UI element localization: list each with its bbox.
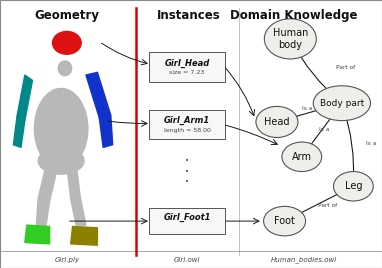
- Ellipse shape: [333, 172, 373, 201]
- Text: length = 58.00: length = 58.00: [164, 128, 210, 133]
- Polygon shape: [25, 225, 50, 244]
- Text: •: •: [185, 179, 189, 185]
- Text: Girl_Arm1: Girl_Arm1: [164, 116, 210, 125]
- Text: Instances: Instances: [157, 9, 221, 23]
- Polygon shape: [99, 115, 113, 147]
- Text: Part of: Part of: [318, 203, 337, 207]
- Polygon shape: [36, 198, 50, 226]
- Ellipse shape: [313, 86, 371, 121]
- FancyBboxPatch shape: [149, 52, 225, 82]
- Text: Girl.owl: Girl.owl: [174, 257, 201, 263]
- Text: Girl_Foot1: Girl_Foot1: [163, 213, 211, 222]
- Ellipse shape: [282, 142, 322, 172]
- Polygon shape: [86, 72, 111, 118]
- Ellipse shape: [256, 106, 298, 137]
- Text: •: •: [185, 158, 189, 164]
- Ellipse shape: [264, 206, 306, 236]
- Text: Human
body: Human body: [273, 28, 308, 50]
- Text: Foot: Foot: [274, 216, 295, 226]
- Text: •: •: [185, 169, 189, 174]
- Ellipse shape: [264, 19, 316, 59]
- Polygon shape: [17, 75, 32, 121]
- Text: Girl_Head: Girl_Head: [165, 58, 210, 68]
- Text: Human_bodies.owl: Human_bodies.owl: [270, 256, 337, 263]
- Text: Leg: Leg: [345, 181, 362, 191]
- Ellipse shape: [38, 147, 84, 174]
- FancyBboxPatch shape: [149, 209, 225, 234]
- Polygon shape: [38, 166, 57, 201]
- Polygon shape: [67, 166, 80, 198]
- Text: Body part: Body part: [320, 99, 364, 108]
- Polygon shape: [71, 197, 86, 226]
- Polygon shape: [13, 115, 25, 147]
- Ellipse shape: [58, 61, 72, 76]
- Text: Part of: Part of: [336, 65, 355, 70]
- Text: size = 7.23: size = 7.23: [170, 70, 205, 75]
- Text: Head: Head: [264, 117, 290, 127]
- Ellipse shape: [34, 88, 88, 169]
- Text: Is a: Is a: [366, 141, 377, 146]
- Text: Is a: Is a: [319, 127, 329, 132]
- Text: Domain Knowledge: Domain Knowledge: [230, 9, 358, 23]
- Ellipse shape: [52, 32, 81, 54]
- Text: Is a: Is a: [301, 106, 312, 111]
- Polygon shape: [71, 226, 97, 245]
- FancyBboxPatch shape: [149, 110, 225, 139]
- Text: Geometry: Geometry: [34, 9, 99, 23]
- Text: Arm: Arm: [292, 152, 312, 162]
- Text: Girl.ply: Girl.ply: [54, 257, 79, 263]
